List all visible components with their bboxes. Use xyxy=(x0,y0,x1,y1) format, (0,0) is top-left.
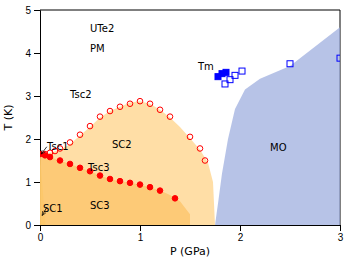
annotations: UTe2 PM SC1 SC2 SC3 MO Tsc2 Tsc3 Tsc1 Tm xyxy=(41,23,286,215)
tick: 4 xyxy=(25,48,40,59)
point-group xyxy=(42,153,178,202)
tick-label: 3 xyxy=(338,232,344,243)
frame-line xyxy=(40,10,340,11)
point xyxy=(77,165,83,171)
point xyxy=(197,146,203,152)
tick-label: 1 xyxy=(25,177,31,188)
tick: 0 xyxy=(25,220,40,231)
arrow xyxy=(41,147,47,154)
point xyxy=(47,154,53,160)
tick-mark xyxy=(340,225,341,231)
tick-label: 1 xyxy=(138,232,144,243)
point-group xyxy=(42,98,208,163)
chart: 0 1 2 3 0 1 2 3 4 5 UTe2 PM SC1 SC2 SC3 MO Tsc2 Tsc3 Tsc1 T… xyxy=(0,0,354,259)
tick-mark xyxy=(34,96,40,97)
axis-line xyxy=(41,226,341,232)
tick-mark xyxy=(34,182,40,183)
point xyxy=(157,107,163,113)
annotation: SC1 xyxy=(43,203,63,214)
annotation: MO xyxy=(270,142,287,153)
tick: 3 xyxy=(25,91,40,102)
tick: 0 xyxy=(38,225,44,243)
point xyxy=(172,196,178,202)
tick-label: 3 xyxy=(25,91,31,102)
annotation: SC2 xyxy=(112,139,132,150)
point xyxy=(137,98,143,104)
annotation: SC3 xyxy=(90,200,110,211)
point xyxy=(107,176,113,182)
point xyxy=(147,101,153,107)
point xyxy=(117,104,123,110)
tick-label: 4 xyxy=(25,48,31,59)
point xyxy=(97,114,103,120)
annotation: Tsc2 xyxy=(69,89,92,100)
point-group xyxy=(222,55,340,87)
tick: 1 xyxy=(138,225,144,243)
annotation: PM xyxy=(90,43,105,54)
y-axis: 0 1 2 3 4 5 xyxy=(25,5,40,231)
tick-label: 5 xyxy=(25,5,31,16)
annotation: Tsc1 xyxy=(46,141,69,152)
annotation: UTe2 xyxy=(90,23,114,34)
region xyxy=(215,27,340,225)
tick-mark xyxy=(34,139,40,140)
point xyxy=(232,72,238,78)
point xyxy=(147,184,153,190)
tick: 1 xyxy=(25,177,40,188)
point xyxy=(337,55,340,61)
point xyxy=(157,188,163,194)
annotation: Tm xyxy=(197,61,214,72)
point xyxy=(107,108,113,114)
point xyxy=(67,161,73,167)
x-axis-title: P (GPa) xyxy=(170,245,210,258)
region xyxy=(40,101,215,225)
tick-mark xyxy=(34,53,40,54)
plot: 0 1 2 3 0 1 2 3 4 5 UTe2 PM SC1 SC2 SC3 MO Tsc2 Tsc3 Tsc1 T… xyxy=(25,5,343,243)
tick-label: 0 xyxy=(38,232,44,243)
y-axis-title: T (K) xyxy=(2,104,15,131)
axis-line xyxy=(34,11,41,226)
point xyxy=(223,69,229,75)
point xyxy=(167,114,173,120)
tick: 3 xyxy=(338,225,344,243)
point xyxy=(97,173,103,179)
point xyxy=(117,178,123,184)
point xyxy=(287,61,293,67)
point xyxy=(57,158,63,164)
marks xyxy=(40,27,340,225)
point xyxy=(202,158,208,164)
tick-mark xyxy=(140,225,141,231)
point xyxy=(77,132,83,138)
x-axis: 0 1 2 3 xyxy=(38,225,344,243)
tick-mark xyxy=(240,225,241,231)
tick: 2 xyxy=(238,225,244,243)
annotation: Tsc3 xyxy=(87,162,110,173)
tick: 5 xyxy=(25,5,40,16)
point xyxy=(87,123,93,129)
point xyxy=(187,134,193,140)
tick-label: 2 xyxy=(25,134,31,145)
point xyxy=(127,180,133,186)
point xyxy=(137,182,143,188)
point xyxy=(239,68,245,74)
tick-label: 2 xyxy=(238,232,244,243)
point xyxy=(127,101,133,107)
tick-mark xyxy=(34,225,40,226)
tick-mark xyxy=(34,10,40,11)
tick-label: 0 xyxy=(25,220,31,231)
tick: 2 xyxy=(25,134,40,145)
